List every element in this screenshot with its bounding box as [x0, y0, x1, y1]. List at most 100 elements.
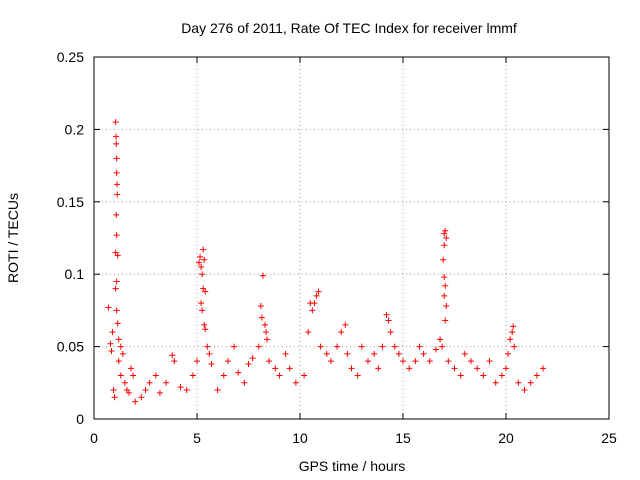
- x-tick-label: 15: [395, 430, 411, 446]
- data-point: [371, 350, 378, 357]
- data-point: [202, 326, 209, 333]
- data-point: [515, 379, 522, 386]
- data-point: [117, 343, 124, 350]
- data-point: [387, 329, 394, 336]
- data-point: [305, 329, 312, 336]
- data-point: [342, 321, 349, 328]
- data-point: [521, 387, 528, 394]
- data-point: [486, 358, 493, 365]
- data-point: [112, 285, 119, 292]
- data-point: [264, 336, 271, 343]
- data-point: [272, 365, 279, 372]
- data-point: [263, 329, 270, 336]
- data-point: [119, 350, 126, 357]
- data-point: [152, 372, 159, 379]
- y-tick-label: 0: [76, 411, 84, 427]
- data-point: [261, 321, 268, 328]
- data-point: [224, 358, 231, 365]
- data-point: [400, 358, 406, 365]
- data-point: [235, 369, 242, 376]
- data-point: [266, 358, 273, 365]
- data-point: [110, 387, 117, 394]
- data-point: [249, 355, 256, 362]
- data-point: [406, 365, 413, 372]
- data-point: [338, 329, 345, 336]
- data-point: [126, 389, 133, 396]
- data-point: [200, 246, 207, 253]
- data-point: [457, 372, 464, 379]
- data-point: [112, 119, 119, 126]
- data-point: [107, 340, 114, 347]
- data-point: [259, 272, 266, 279]
- data-point: [445, 358, 452, 365]
- data-point: [189, 372, 196, 379]
- data-point: [492, 379, 499, 386]
- data-point: [138, 394, 145, 401]
- data-point: [354, 372, 361, 379]
- grid-lines: [94, 57, 609, 419]
- data-point: [245, 360, 252, 367]
- data-point: [113, 232, 120, 239]
- x-tick-label: 0: [90, 430, 98, 446]
- y-tick-label: 0.2: [65, 121, 85, 137]
- data-point: [317, 343, 324, 350]
- data-point: [348, 365, 355, 372]
- data-point: [241, 379, 248, 386]
- data-point: [258, 314, 265, 321]
- data-point: [467, 358, 474, 365]
- data-point: [375, 365, 382, 372]
- data-point: [344, 350, 351, 357]
- data-point: [132, 398, 139, 405]
- data-point: [334, 343, 341, 350]
- x-axis-label: GPS time / hours: [299, 458, 406, 474]
- data-point: [443, 303, 450, 310]
- data-point: [442, 317, 449, 324]
- x-tick-label: 25: [601, 430, 617, 446]
- data-point: [315, 288, 322, 295]
- data-point: [416, 343, 423, 350]
- data-point: [509, 329, 516, 336]
- data-point: [441, 292, 448, 299]
- data-point: [231, 343, 238, 350]
- data-point: [204, 343, 211, 350]
- data-point: [301, 372, 308, 379]
- data-point: [498, 372, 505, 379]
- data-point: [105, 304, 112, 311]
- data-point: [327, 358, 334, 365]
- data-point: [121, 379, 128, 386]
- data-point: [201, 321, 208, 328]
- data-point: [142, 387, 149, 394]
- data-point: [198, 263, 205, 270]
- data-point: [437, 336, 444, 343]
- data-point: [114, 191, 121, 198]
- data-points: [105, 119, 547, 405]
- data-point: [113, 140, 120, 147]
- data-point: [199, 307, 206, 314]
- data-point: [358, 343, 365, 350]
- data-point: [533, 372, 540, 379]
- x-tick-label: 20: [498, 430, 514, 446]
- x-tick-label: 10: [292, 430, 308, 446]
- data-point: [183, 387, 190, 394]
- plot-frame: [93, 56, 610, 420]
- data-point: [255, 343, 262, 350]
- data-point: [383, 311, 390, 318]
- y-tick-label: 0.1: [65, 266, 85, 282]
- data-point: [441, 274, 448, 281]
- data-point: [113, 133, 120, 140]
- data-point: [114, 320, 121, 327]
- data-point: [114, 181, 121, 188]
- data-point: [196, 259, 203, 266]
- data-point: [146, 379, 153, 386]
- data-point: [130, 372, 137, 379]
- data-point: [442, 282, 449, 289]
- data-point: [480, 372, 487, 379]
- data-point: [257, 303, 264, 310]
- data-point: [323, 350, 330, 357]
- data-point: [111, 394, 118, 401]
- data-point: [114, 252, 121, 259]
- data-point: [540, 365, 547, 372]
- data-point: [311, 300, 318, 307]
- data-point: [113, 278, 120, 285]
